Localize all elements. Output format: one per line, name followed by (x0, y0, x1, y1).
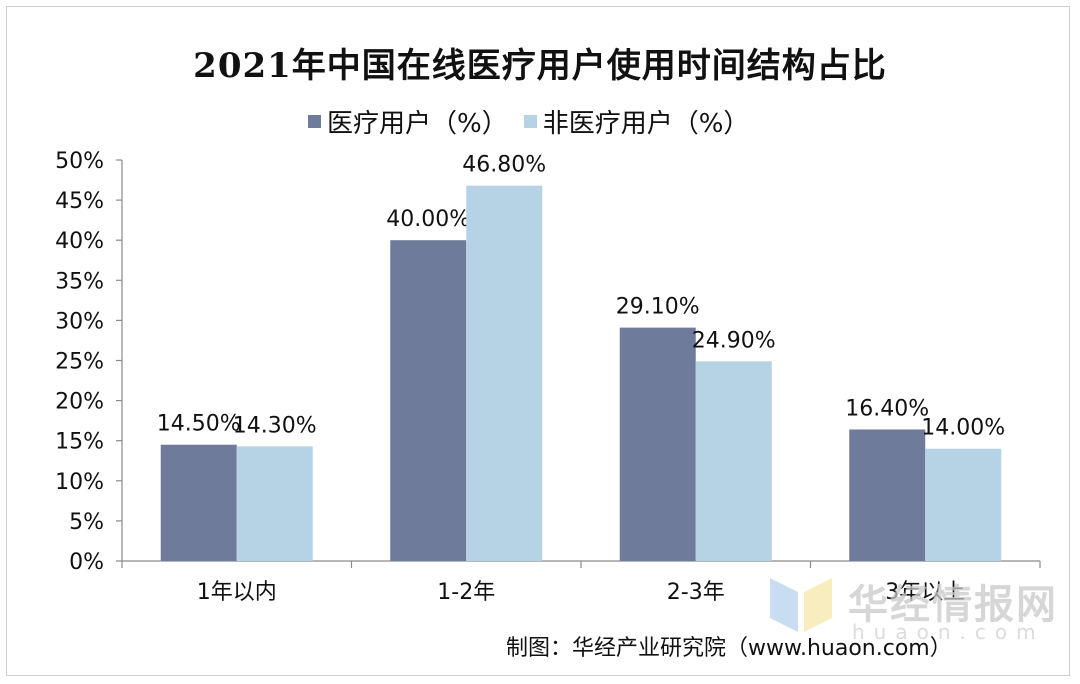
bar (390, 240, 467, 561)
legend-swatch-non-medical (523, 114, 537, 128)
bar (619, 327, 696, 561)
data-label: 40.00% (386, 207, 470, 232)
legend-swatch-medical (308, 114, 321, 128)
chart-credit: 制图：华经产业研究院（www.huaon.com） (506, 636, 952, 661)
x-tick-label: 1-2年 (437, 580, 495, 605)
y-tick-label: 5% (69, 510, 104, 535)
watermark-text: 华经情报网 (848, 582, 1058, 628)
chart-title: 2021年中国在线医疗用户使用时间结构占比 (193, 46, 887, 86)
legend-label-non-medical: 非医疗用户（%） (542, 108, 750, 139)
data-label: 16.40% (845, 396, 929, 421)
legend-item-medical: 医疗用户（%） (308, 103, 508, 140)
y-tick-label: 30% (55, 309, 104, 334)
bar (160, 444, 237, 561)
x-tick-label: 3年以上 (885, 580, 965, 605)
data-label: 14.00% (921, 416, 1005, 441)
data-label: 14.50% (157, 412, 241, 437)
data-label: 24.90% (692, 328, 776, 353)
legend-item-non-medical: 非医疗用户（%） (523, 103, 750, 140)
y-tick-label: 25% (55, 350, 104, 375)
y-tick-label: 40% (55, 229, 104, 254)
bar (466, 185, 543, 561)
y-tick-label: 20% (55, 390, 104, 415)
data-label: 29.10% (616, 295, 700, 320)
watermark-logo-icon (770, 570, 840, 640)
data-label: 14.30% (233, 413, 317, 438)
chart-frame (6, 6, 1070, 676)
x-tick-label: 2-3年 (667, 580, 725, 605)
watermark-subtext: huaon.com (852, 620, 1045, 644)
y-tick-label: 10% (55, 470, 104, 495)
chart-legend: 医疗用户（%） 非医疗用户（%） (308, 103, 750, 140)
y-tick-label: 15% (55, 430, 104, 455)
y-tick-label: 50% (55, 149, 104, 174)
y-tick-label: 35% (55, 269, 104, 294)
legend-label-medical: 医疗用户（%） (327, 108, 508, 139)
bar (236, 446, 313, 561)
y-tick-label: 45% (55, 189, 104, 214)
data-label: 46.80% (462, 153, 546, 178)
bar (849, 429, 926, 561)
bar (695, 361, 772, 561)
x-tick-label: 1年以内 (197, 580, 277, 605)
y-tick-label: 0% (69, 550, 104, 575)
bar (925, 448, 1002, 561)
